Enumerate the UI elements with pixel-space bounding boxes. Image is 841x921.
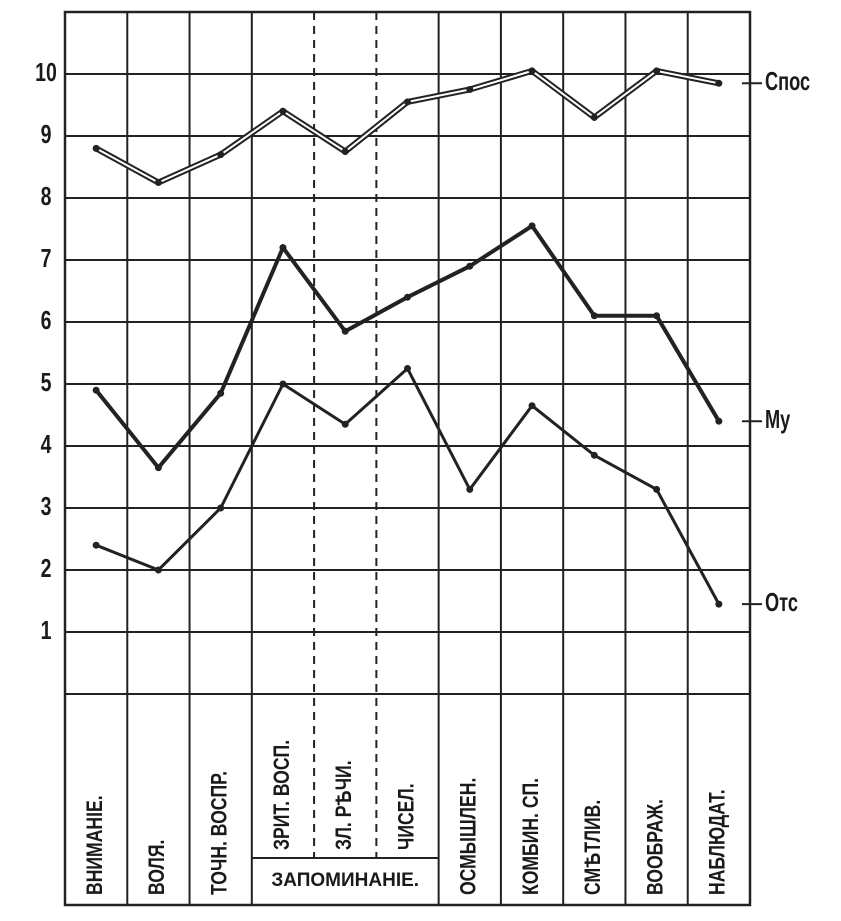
y-tick-label: 5	[41, 367, 52, 396]
y-tick-label: 9	[41, 119, 52, 148]
point	[341, 148, 349, 155]
point	[154, 464, 162, 472]
point	[590, 451, 598, 459]
point	[217, 504, 225, 512]
x-tick-label: ЗЛ. РѢЧИ.	[332, 760, 356, 850]
y-tick-label: 2	[41, 553, 52, 582]
x-tick-label: ТОЧН. ВОСПР.	[208, 771, 232, 895]
point	[217, 389, 225, 397]
point	[279, 107, 287, 115]
point	[92, 541, 100, 549]
x-tick-label: КОМБИН. СП.	[519, 778, 543, 895]
point	[154, 179, 162, 186]
point	[528, 402, 536, 410]
point	[590, 113, 598, 121]
legend-label: Спос	[765, 67, 810, 96]
x-tick-label: ЧИСЕЛ.	[395, 783, 419, 850]
point	[528, 222, 536, 230]
point	[404, 365, 411, 372]
point	[466, 86, 474, 93]
point	[404, 98, 411, 106]
y-tick-label: 1	[41, 615, 52, 644]
x-tick-label: СМѢТЛИВ.	[581, 800, 605, 895]
point	[92, 144, 100, 152]
frame	[63, 10, 752, 907]
legend-label: Му	[765, 405, 791, 434]
point	[653, 312, 661, 320]
y-tick-label: 4	[41, 429, 52, 458]
point	[715, 79, 723, 87]
point	[466, 262, 474, 270]
point	[528, 67, 536, 75]
point	[590, 312, 598, 320]
x-tick-label: ЗРИТ. ВОСП.	[270, 740, 294, 850]
x-tick-label: ОСМЫШЛЕН.	[457, 778, 481, 895]
point	[715, 417, 723, 425]
x-tick-label: ВНИМАНІЕ.	[83, 795, 107, 895]
x-tick-label: НАБЛЮДАТ.	[706, 789, 730, 895]
group-label: ЗАПОМИНАНІЕ.	[271, 870, 419, 891]
x-tick-label: ВООБРАЖ.	[644, 799, 668, 895]
point	[653, 67, 661, 75]
point	[217, 151, 225, 159]
point	[341, 327, 349, 335]
y-tick-label: 8	[41, 181, 52, 210]
y-tick-label: 7	[41, 243, 52, 272]
point	[404, 293, 411, 301]
point	[92, 386, 100, 394]
point	[715, 600, 723, 608]
point	[466, 485, 474, 493]
y-tick-label: 6	[41, 305, 52, 334]
point	[279, 380, 287, 388]
y-tick-label: 10	[35, 57, 57, 86]
point	[341, 420, 349, 428]
legend-label: Отс	[765, 588, 798, 617]
point	[279, 244, 287, 252]
x-tick-label: ВОЛЯ.	[145, 840, 169, 895]
point	[653, 485, 661, 493]
point	[154, 566, 162, 574]
y-tick-label: 3	[41, 491, 52, 520]
